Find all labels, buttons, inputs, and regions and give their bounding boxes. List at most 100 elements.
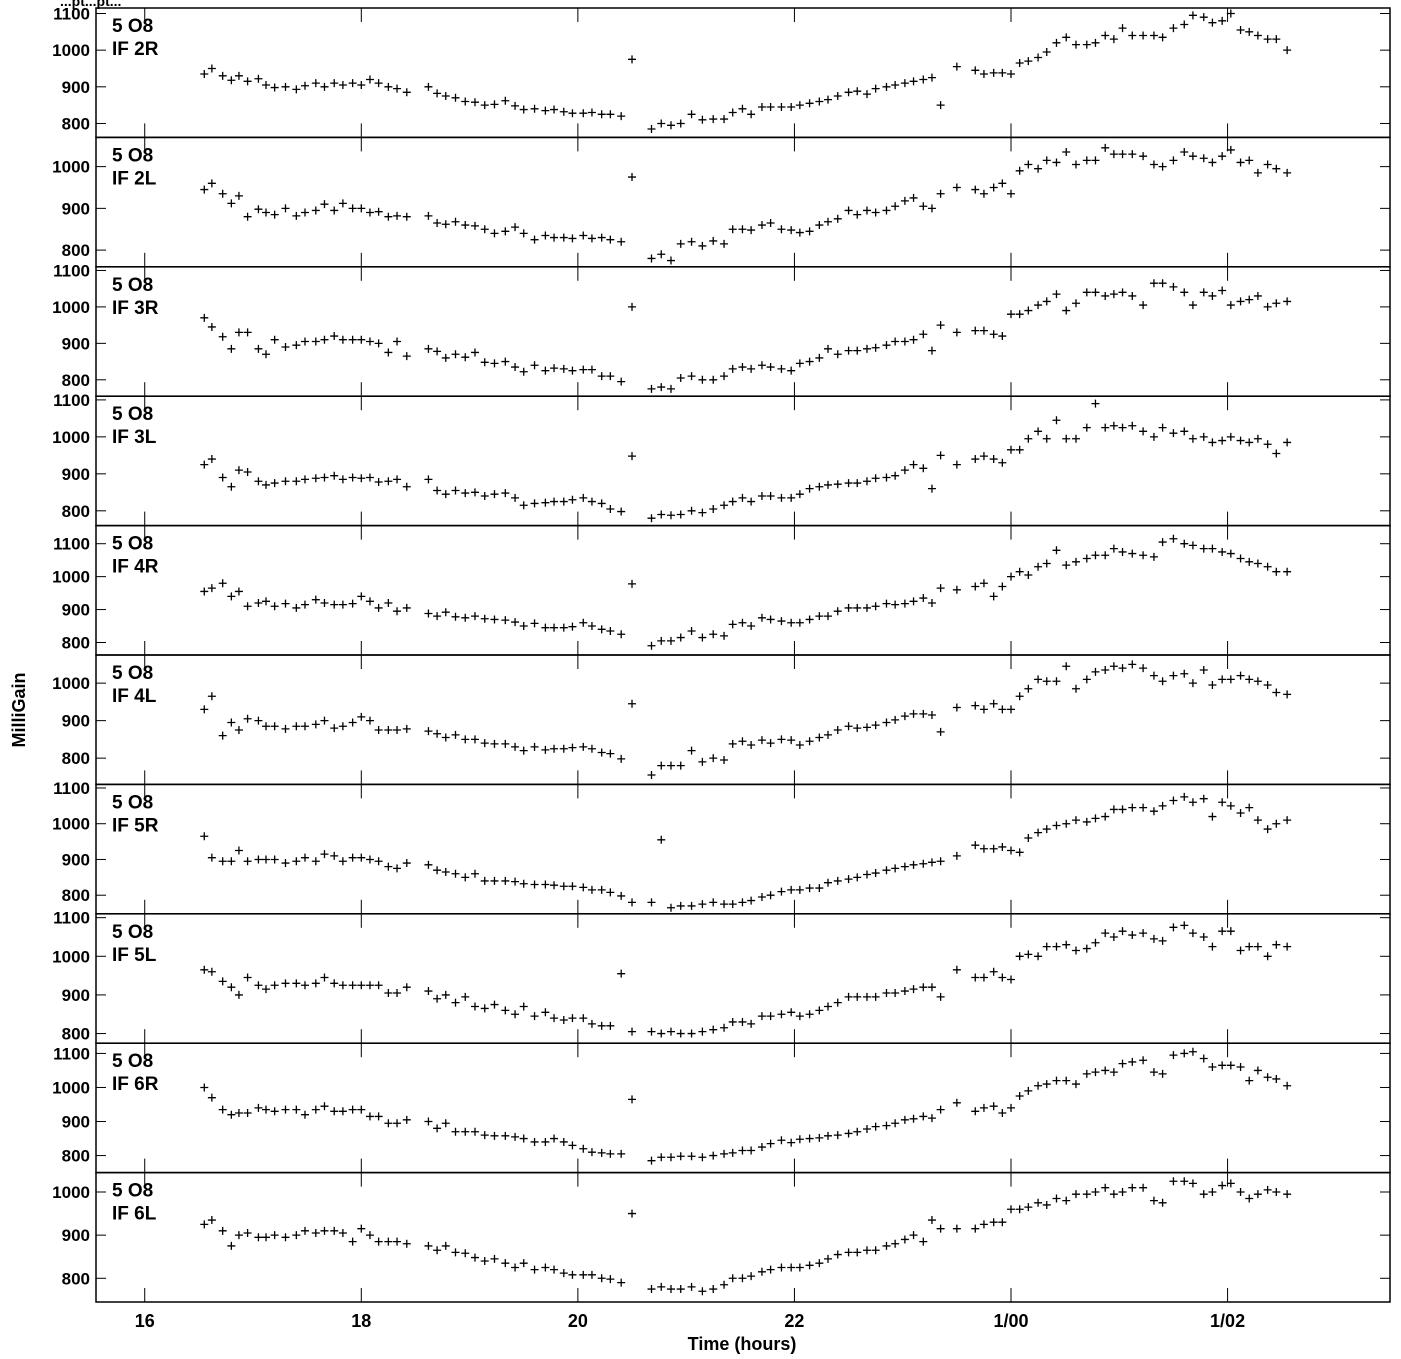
- data-point: [1236, 554, 1245, 563]
- data-point: [628, 898, 637, 907]
- data-point: [979, 326, 988, 335]
- data-point: [227, 592, 236, 601]
- data-point: [979, 69, 988, 78]
- data-point: [1042, 1200, 1051, 1209]
- data-point: [597, 233, 606, 242]
- data-point: [1015, 848, 1024, 857]
- data-point: [998, 179, 1007, 188]
- data-point: [871, 343, 880, 352]
- data-point: [393, 211, 402, 220]
- data-point: [568, 882, 577, 891]
- data-point: [1052, 942, 1061, 951]
- data-point: [709, 375, 718, 384]
- data-point: [1042, 297, 1051, 306]
- data-point: [1109, 805, 1118, 814]
- data-point: [647, 384, 656, 393]
- data-point: [606, 1021, 615, 1030]
- data-point: [709, 630, 718, 639]
- data-point: [402, 1239, 411, 1248]
- data-point: [501, 739, 510, 748]
- data-point: [709, 1151, 718, 1160]
- y-tick-label: 800: [62, 749, 90, 768]
- data-point: [300, 722, 309, 731]
- data-point: [292, 1105, 301, 1114]
- series-points: [200, 143, 1292, 265]
- data-point: [998, 1218, 1007, 1227]
- data-point: [952, 965, 961, 974]
- data-point: [1236, 158, 1245, 167]
- data-point: [424, 727, 433, 736]
- data-point: [1272, 164, 1281, 173]
- data-point: [728, 225, 737, 234]
- data-point: [757, 492, 766, 501]
- data-point: [787, 1008, 796, 1017]
- data-point: [357, 1105, 366, 1114]
- data-point: [871, 84, 880, 93]
- data-point: [777, 102, 786, 111]
- data-point: [311, 720, 320, 729]
- y-tick-label: 1000: [52, 41, 90, 60]
- data-point: [330, 206, 339, 215]
- data-point: [490, 229, 499, 238]
- data-point: [1015, 445, 1024, 454]
- data-point: [311, 79, 320, 88]
- data-point: [227, 76, 236, 85]
- data-point: [254, 1233, 263, 1242]
- data-point: [330, 332, 339, 341]
- data-point: [541, 745, 550, 754]
- data-point: [1218, 927, 1227, 936]
- data-point: [1139, 803, 1148, 812]
- data-point: [909, 335, 918, 344]
- data-point: [871, 208, 880, 217]
- data-point: [441, 91, 450, 100]
- data-point: [747, 741, 756, 750]
- data-point: [647, 514, 656, 523]
- data-point: [1188, 1179, 1197, 1188]
- data-point: [979, 1103, 988, 1112]
- data-point: [1245, 803, 1254, 812]
- x-axis-label: Time (hours): [688, 1334, 797, 1354]
- data-point: [1139, 929, 1148, 938]
- data-point: [1263, 952, 1272, 961]
- panel-label-if: IF 2R: [112, 39, 159, 60]
- panel-label-station: 5 O8: [112, 145, 153, 166]
- data-point: [709, 754, 718, 763]
- data-point: [1128, 549, 1137, 558]
- data-point: [254, 205, 263, 214]
- panel-label-if: IF 5L: [112, 945, 157, 966]
- data-point: [871, 602, 880, 611]
- data-point: [720, 1280, 729, 1289]
- data-point: [698, 900, 707, 909]
- data-point: [815, 884, 824, 893]
- data-point: [666, 511, 675, 520]
- data-point: [989, 183, 998, 192]
- data-point: [1101, 1066, 1110, 1075]
- data-point: [227, 857, 236, 866]
- panel-label-station: 5 O8: [112, 534, 153, 555]
- data-point: [1007, 1103, 1015, 1112]
- data-point: [747, 896, 756, 905]
- data-point: [1226, 145, 1235, 154]
- data-point: [891, 1239, 900, 1248]
- data-point: [1169, 1177, 1178, 1186]
- data-point: [384, 726, 393, 735]
- data-point: [311, 979, 320, 988]
- data-point: [480, 101, 489, 110]
- data-point: [909, 193, 918, 202]
- series-points: [200, 792, 1292, 912]
- data-point: [628, 579, 637, 588]
- data-point: [698, 633, 707, 642]
- data-point: [461, 735, 470, 744]
- data-point: [568, 743, 577, 752]
- data-point: [530, 1137, 539, 1146]
- data-point: [433, 866, 442, 875]
- data-point: [998, 973, 1007, 982]
- data-point: [989, 699, 998, 708]
- data-point: [1071, 557, 1080, 566]
- data-point: [657, 383, 666, 392]
- data-point: [919, 75, 928, 84]
- data-point: [1024, 306, 1033, 315]
- data-point: [1052, 1076, 1061, 1085]
